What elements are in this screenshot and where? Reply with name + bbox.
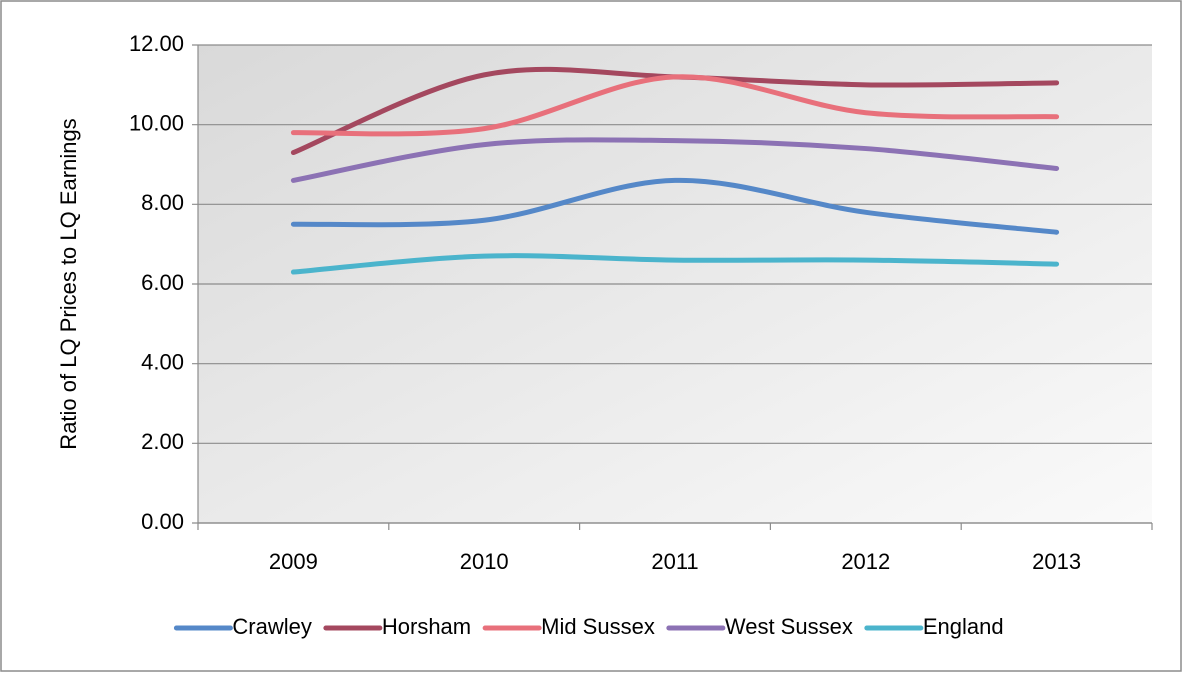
y-axis-title: Ratio of LQ Prices to LQ Earnings [56, 118, 81, 449]
series-line [290, 177, 1060, 235]
y-tick-label: 4.00 [141, 349, 184, 374]
y-tick-label: 2.00 [141, 429, 184, 454]
y-tick-label: 8.00 [141, 190, 184, 215]
x-tick-label: 2013 [1032, 549, 1081, 574]
x-tick-label: 2009 [269, 549, 318, 574]
x-tick-label: 2012 [841, 549, 890, 574]
series-line [290, 137, 1060, 183]
legend-label: England [923, 614, 1004, 639]
legend-label: Horsham [382, 614, 471, 639]
series-line [290, 253, 1060, 275]
y-tick-label: 6.00 [141, 270, 184, 295]
x-tick-label: 2010 [460, 549, 509, 574]
legend-label: West Sussex [725, 614, 853, 639]
legend-label: Crawley [232, 614, 311, 639]
y-tick-label: 0.00 [141, 509, 184, 534]
y-tick-label: 10.00 [129, 110, 184, 135]
x-tick-label: 2011 [651, 549, 698, 574]
series-line [290, 74, 1060, 137]
y-tick-label: 12.00 [129, 31, 184, 56]
legend-label: Mid Sussex [541, 614, 655, 639]
